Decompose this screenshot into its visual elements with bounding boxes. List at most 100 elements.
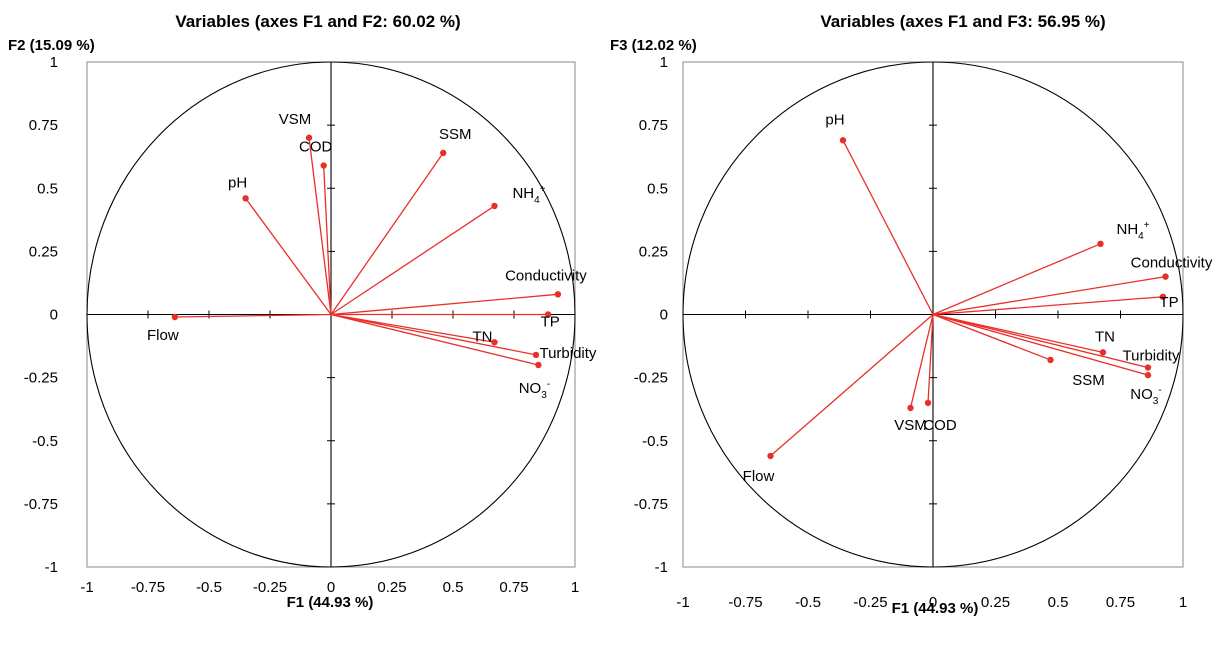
x-tick-label: 1	[1179, 594, 1187, 611]
y-tick-label: -1	[45, 559, 58, 576]
x-tick-label: 0.25	[981, 594, 1010, 611]
y-tick-label: 0	[660, 307, 668, 324]
loading-vector-ssm	[330, 152, 444, 315]
loading-vector-tp	[932, 296, 1164, 316]
x-tick-label: 0	[327, 579, 335, 596]
loading-point-turbidity	[532, 351, 540, 359]
x-tick-label: 0	[929, 594, 937, 611]
loading-vector-turbidity	[330, 313, 537, 356]
variable-label-nh: NH4+	[512, 184, 545, 206]
variable-label-conductivity: Conductivity	[1131, 255, 1213, 272]
x-tick-label: 1	[571, 579, 579, 596]
x-tick-label: -0.25	[253, 579, 287, 596]
loading-vector-ph	[245, 197, 332, 315]
variable-label-conductivity: Conductivity	[505, 267, 587, 284]
loading-vector-ph	[842, 139, 934, 315]
loading-point-conductivity	[1162, 273, 1169, 280]
variable-label-flow: Flow	[743, 468, 775, 485]
y-tick-label: 1	[50, 54, 58, 71]
y-tick-label: 0.25	[29, 243, 58, 260]
loading-point-ph	[839, 137, 847, 144]
x-tick-label: -0.25	[853, 594, 887, 611]
loading-vector-conductivity	[932, 275, 1166, 316]
variable-label-tn: TN	[472, 328, 492, 345]
x-tick-label: -1	[676, 594, 689, 611]
x-tick-label: -0.75	[728, 594, 762, 611]
loading-vector-tn	[330, 313, 495, 343]
variable-label-tn: TN	[1095, 328, 1115, 345]
variable-label-turbidity: Turbidity	[1123, 348, 1180, 365]
x-tick-label: 0.5	[443, 579, 464, 596]
y-tick-label: -0.75	[634, 496, 668, 513]
variable-label-no: NO3-	[1130, 385, 1161, 407]
x-axis-label: F1 (44.93 %)	[287, 594, 374, 611]
variable-label-vsm: VSM	[894, 417, 927, 434]
variable-label-ssm: SSM	[1072, 372, 1105, 389]
loading-point-turbidity	[1144, 364, 1152, 371]
loading-vector-flow	[770, 314, 934, 457]
y-tick-label: -0.25	[634, 370, 668, 387]
loading-vector-vsm	[909, 314, 934, 409]
variable-label-no: NO3-	[519, 379, 550, 401]
loading-vector-no	[932, 313, 1149, 376]
loading-vector-cod	[323, 165, 332, 315]
x-tick-label: -0.5	[795, 594, 821, 611]
x-tick-label: -1	[80, 579, 93, 596]
y-tick-label: 0.5	[37, 180, 58, 197]
x-tick-label: 0.75	[499, 579, 528, 596]
loading-vector-conductivity	[330, 293, 558, 316]
variable-label-flow: Flow	[147, 327, 179, 344]
loading-point-no	[535, 361, 542, 369]
y-tick-label: -0.25	[24, 370, 58, 387]
y-tick-label: -0.5	[32, 433, 58, 450]
variable-label-ph: pH	[228, 174, 247, 191]
loading-vector-no	[330, 313, 539, 366]
y-tick-label: 0.5	[647, 180, 668, 197]
loading-point-flow	[171, 313, 179, 321]
chart-title: Variables (axes F1 and F2: 60.02 %)	[175, 12, 460, 31]
loading-point-no	[1144, 371, 1152, 379]
variable-label-turbidity: Turbidity	[539, 345, 596, 362]
variable-label-cod: COD	[923, 417, 957, 434]
y-tick-label: -0.75	[24, 496, 58, 513]
loading-point-nh	[1097, 240, 1104, 247]
loading-point-vsm	[305, 134, 313, 141]
x-tick-label: 0.5	[1048, 594, 1069, 611]
y-tick-label: 0.75	[29, 117, 58, 134]
x-tick-label: 0.25	[377, 579, 406, 596]
loading-vector-vsm	[308, 137, 332, 315]
loading-vector-flow	[174, 313, 332, 318]
loading-vector-tn	[932, 313, 1104, 354]
variable-label-nh: NH4+	[1117, 220, 1150, 242]
loading-vector-ssm	[932, 313, 1051, 361]
loading-vector-nh	[932, 243, 1101, 316]
loading-point-flow	[767, 452, 774, 460]
y-tick-label: 0	[50, 307, 58, 324]
loading-point-ph	[242, 195, 249, 202]
loading-point-tn	[491, 339, 498, 346]
chart-panel-2: -1 -0.75 -0.5 -0.25 0 0.25 0.5 0.75 1 -1 -0.75 -0.5…	[610, 12, 1213, 617]
x-tick-label: -0.75	[131, 579, 165, 596]
y-tick-label: 0.75	[639, 117, 668, 134]
loading-point-nh	[491, 202, 498, 210]
loading-point-cod	[320, 162, 327, 169]
variable-label-ssm: SSM	[439, 126, 472, 143]
variable-label-vsm: VSM	[279, 111, 312, 128]
chart-title: Variables (axes F1 and F3: 56.95 %)	[820, 12, 1105, 31]
loading-point-vsm	[907, 404, 914, 412]
loading-vector-nh	[330, 205, 495, 316]
variable-label-tp: TP	[541, 314, 560, 331]
loading-point-tp	[544, 311, 552, 318]
y-tick-label: -1	[655, 559, 668, 576]
variable-label-cod: COD	[299, 139, 333, 156]
loading-point-cod	[924, 399, 932, 407]
loading-point-ssm	[1047, 356, 1054, 364]
y-axis-label: F3 (12.02 %)	[610, 37, 697, 54]
chart-panel-1: -1 -0.75 -0.5 -0.25 0 0.25 0.5 0.75 1 -1 -0.75 -0.5…	[8, 12, 597, 611]
loading-vector-cod	[927, 314, 934, 403]
variable-label-tp: TP	[1159, 294, 1178, 311]
x-tick-label: 0.75	[1106, 594, 1135, 611]
loading-point-ssm	[440, 149, 447, 157]
y-axis-label: F2 (15.09 %)	[8, 37, 95, 54]
